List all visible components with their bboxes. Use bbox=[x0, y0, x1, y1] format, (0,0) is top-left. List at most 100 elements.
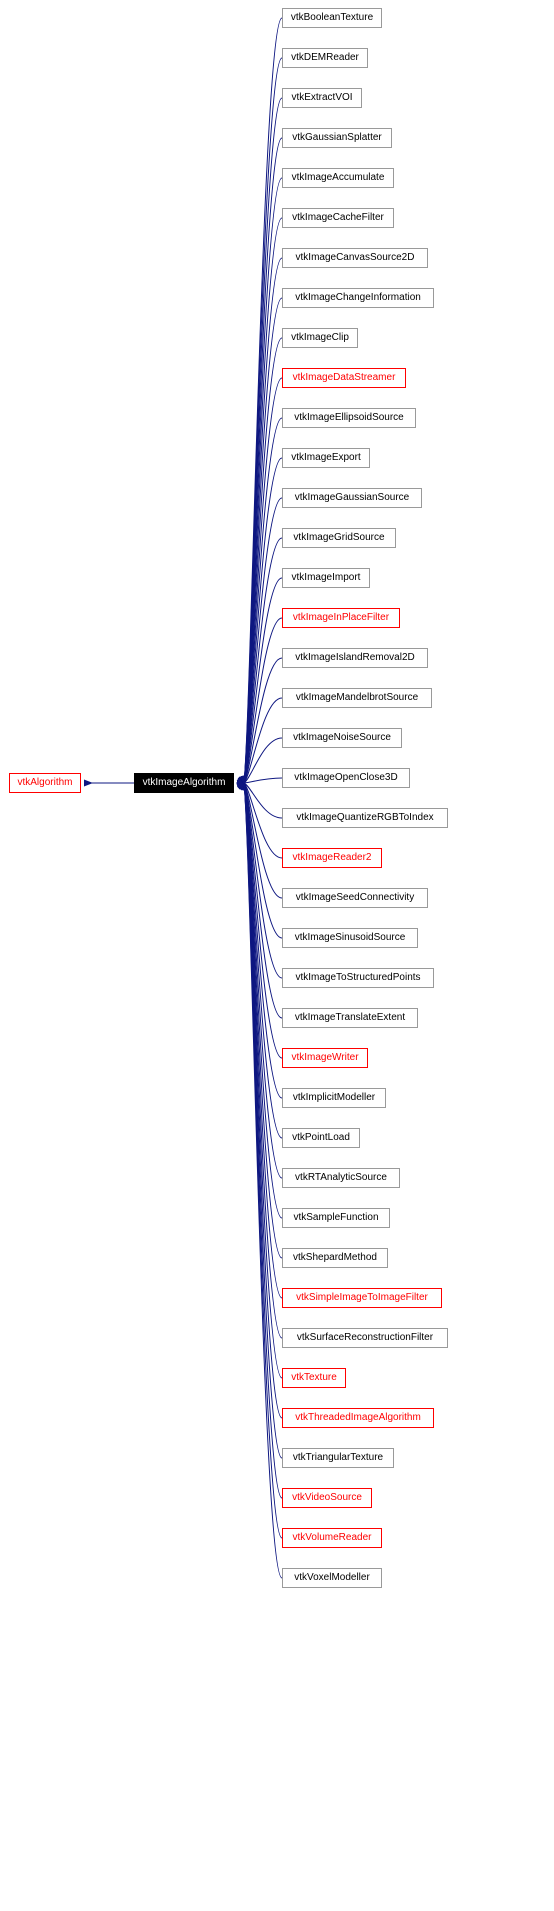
edge-vtkImageMandelbrotSource-to-vtkImageAlgorithm bbox=[244, 698, 282, 783]
node-vtkThreadedImageAlgorithm[interactable]: vtkThreadedImageAlgorithm bbox=[282, 1408, 434, 1428]
edge-vtkImageClip-to-vtkImageAlgorithm bbox=[244, 338, 282, 783]
node-vtkImageInPlaceFilter[interactable]: vtkImageInPlaceFilter bbox=[282, 608, 400, 628]
node-label: vtkImageChangeInformation bbox=[295, 292, 421, 303]
node-vtkSampleFunction[interactable]: vtkSampleFunction bbox=[282, 1208, 390, 1228]
node-vtkTexture[interactable]: vtkTexture bbox=[282, 1368, 346, 1388]
edge-vtkImageToStructuredPoints-to-vtkImageAlgorithm bbox=[244, 783, 282, 978]
node-label: vtkVideoSource bbox=[292, 1492, 362, 1503]
node-label: vtkImageTranslateExtent bbox=[295, 1012, 405, 1023]
node-vtkImageWriter[interactable]: vtkImageWriter bbox=[282, 1048, 368, 1068]
node-label: vtkImageMandelbrotSource bbox=[296, 692, 418, 703]
edge-layer bbox=[0, 0, 554, 1911]
node-label: vtkImageToStructuredPoints bbox=[295, 972, 420, 983]
node-vtkImageExport[interactable]: vtkImageExport bbox=[282, 448, 370, 468]
node-vtkImageOpenClose3D[interactable]: vtkImageOpenClose3D bbox=[282, 768, 410, 788]
node-vtkPointLoad[interactable]: vtkPointLoad bbox=[282, 1128, 360, 1148]
node-vtkImageMandelbrotSource[interactable]: vtkImageMandelbrotSource bbox=[282, 688, 432, 708]
node-vtkImageQuantizeRGBToIndex[interactable]: vtkImageQuantizeRGBToIndex bbox=[282, 808, 448, 828]
edge-vtkImageChangeInformation-to-vtkImageAlgorithm bbox=[244, 298, 282, 783]
edge-vtkRTAnalyticSource-to-vtkImageAlgorithm bbox=[244, 783, 282, 1178]
edge-vtkThreadedImageAlgorithm-to-vtkImageAlgorithm bbox=[244, 783, 282, 1418]
edge-vtkImplicitModeller-to-vtkImageAlgorithm bbox=[244, 783, 282, 1098]
edge-vtkImageNoiseSource-to-vtkImageAlgorithm bbox=[244, 738, 282, 783]
node-vtkImageImport[interactable]: vtkImageImport bbox=[282, 568, 370, 588]
node-label: vtkImageIslandRemoval2D bbox=[295, 652, 415, 663]
edge-vtkGaussianSplatter-to-vtkImageAlgorithm bbox=[244, 138, 282, 783]
node-vtkRTAnalyticSource[interactable]: vtkRTAnalyticSource bbox=[282, 1168, 400, 1188]
node-vtkImageToStructuredPoints[interactable]: vtkImageToStructuredPoints bbox=[282, 968, 434, 988]
edge-vtkImageInPlaceFilter-to-vtkImageAlgorithm bbox=[244, 618, 282, 783]
node-label: vtkImageOpenClose3D bbox=[294, 772, 397, 783]
node-label: vtkSurfaceReconstructionFilter bbox=[297, 1332, 433, 1343]
node-vtkGaussianSplatter[interactable]: vtkGaussianSplatter bbox=[282, 128, 392, 148]
node-vtkAlgorithm[interactable]: vtkAlgorithm bbox=[9, 773, 81, 793]
edge-vtkPointLoad-to-vtkImageAlgorithm bbox=[244, 783, 282, 1138]
edge-vtkImageAccumulate-to-vtkImageAlgorithm bbox=[244, 178, 282, 783]
node-label: vtkImageNoiseSource bbox=[293, 732, 391, 743]
node-vtkImageAlgorithm[interactable]: vtkImageAlgorithm bbox=[134, 773, 234, 793]
node-vtkVideoSource[interactable]: vtkVideoSource bbox=[282, 1488, 372, 1508]
node-label: vtkImageSinusoidSource bbox=[295, 932, 406, 943]
edge-vtkImageDataStreamer-to-vtkImageAlgorithm bbox=[244, 378, 282, 783]
node-label: vtkImageExport bbox=[291, 452, 360, 463]
edge-vtkExtractVOI-to-vtkImageAlgorithm bbox=[244, 98, 282, 783]
node-vtkImageClip[interactable]: vtkImageClip bbox=[282, 328, 358, 348]
node-vtkSimpleImageToImageFilter[interactable]: vtkSimpleImageToImageFilter bbox=[282, 1288, 442, 1308]
edge-vtkVolumeReader-to-vtkImageAlgorithm bbox=[244, 783, 282, 1538]
node-label: vtkExtractVOI bbox=[291, 92, 352, 103]
node-label: vtkSimpleImageToImageFilter bbox=[296, 1292, 428, 1303]
node-vtkTriangularTexture[interactable]: vtkTriangularTexture bbox=[282, 1448, 394, 1468]
node-label: vtkImageGaussianSource bbox=[295, 492, 410, 503]
node-vtkImageIslandRemoval2D[interactable]: vtkImageIslandRemoval2D bbox=[282, 648, 428, 668]
node-vtkImageReader2[interactable]: vtkImageReader2 bbox=[282, 848, 382, 868]
node-vtkExtractVOI[interactable]: vtkExtractVOI bbox=[282, 88, 362, 108]
node-label: vtkImageSeedConnectivity bbox=[296, 892, 414, 903]
node-label: vtkImageInPlaceFilter bbox=[293, 612, 389, 623]
inheritance-diagram: vtkImageAlgorithm vtkAlgorithm vtkBooleanT… bbox=[0, 0, 554, 1911]
node-label: vtkImageCanvasSource2D bbox=[296, 252, 415, 263]
node-vtkImplicitModeller[interactable]: vtkImplicitModeller bbox=[282, 1088, 386, 1108]
node-vtkImageCacheFilter[interactable]: vtkImageCacheFilter bbox=[282, 208, 394, 228]
node-vtkImageDataStreamer[interactable]: vtkImageDataStreamer bbox=[282, 368, 406, 388]
node-label: vtkVoxelModeller bbox=[294, 1572, 370, 1583]
edge-vtkTriangularTexture-to-vtkImageAlgorithm bbox=[244, 783, 282, 1458]
node-vtkImageEllipsoidSource[interactable]: vtkImageEllipsoidSource bbox=[282, 408, 416, 428]
edge-vtkImageOpenClose3D-to-vtkImageAlgorithm bbox=[244, 778, 282, 783]
edge-vtkImageCacheFilter-to-vtkImageAlgorithm bbox=[244, 218, 282, 783]
node-vtkSurfaceReconstructionFilter[interactable]: vtkSurfaceReconstructionFilter bbox=[282, 1328, 448, 1348]
edge-vtkSimpleImageToImageFilter-to-vtkImageAlgorithm bbox=[244, 783, 282, 1298]
edge-vtkImageTranslateExtent-to-vtkImageAlgorithm bbox=[244, 783, 282, 1018]
node-vtkImageTranslateExtent[interactable]: vtkImageTranslateExtent bbox=[282, 1008, 418, 1028]
node-vtkImageCanvasSource2D[interactable]: vtkImageCanvasSource2D bbox=[282, 248, 428, 268]
node-vtkImageGaussianSource[interactable]: vtkImageGaussianSource bbox=[282, 488, 422, 508]
edge-vtkVideoSource-to-vtkImageAlgorithm bbox=[244, 783, 282, 1498]
node-vtkImageNoiseSource[interactable]: vtkImageNoiseSource bbox=[282, 728, 402, 748]
node-vtkImageGridSource[interactable]: vtkImageGridSource bbox=[282, 528, 396, 548]
node-label: vtkImageGridSource bbox=[293, 532, 384, 543]
node-label: vtkPointLoad bbox=[292, 1132, 350, 1143]
node-vtkBooleanTexture[interactable]: vtkBooleanTexture bbox=[282, 8, 382, 28]
node-label: vtkImageReader2 bbox=[293, 852, 372, 863]
node-label: vtkGaussianSplatter bbox=[292, 132, 382, 143]
edge-vtkImageEllipsoidSource-to-vtkImageAlgorithm bbox=[244, 418, 282, 783]
node-label: vtkImageEllipsoidSource bbox=[294, 412, 404, 423]
node-label: vtkShepardMethod bbox=[293, 1252, 377, 1263]
node-vtkImageSinusoidSource[interactable]: vtkImageSinusoidSource bbox=[282, 928, 418, 948]
node-label: vtkThreadedImageAlgorithm bbox=[295, 1412, 421, 1423]
node-vtkImageChangeInformation[interactable]: vtkImageChangeInformation bbox=[282, 288, 434, 308]
edge-vtkSurfaceReconstructionFilter-to-vtkImageAlgorithm bbox=[244, 783, 282, 1338]
node-vtkVoxelModeller[interactable]: vtkVoxelModeller bbox=[282, 1568, 382, 1588]
node-vtkDEMReader[interactable]: vtkDEMReader bbox=[282, 48, 368, 68]
node-label: vtkImageAccumulate bbox=[292, 172, 385, 183]
node-vtkImageSeedConnectivity[interactable]: vtkImageSeedConnectivity bbox=[282, 888, 428, 908]
node-vtkImageAccumulate[interactable]: vtkImageAccumulate bbox=[282, 168, 394, 188]
node-label: vtkAlgorithm bbox=[17, 777, 72, 788]
node-label: vtkImageAlgorithm bbox=[143, 777, 226, 788]
edge-vtkBooleanTexture-to-vtkImageAlgorithm bbox=[244, 18, 282, 783]
node-vtkVolumeReader[interactable]: vtkVolumeReader bbox=[282, 1528, 382, 1548]
node-label: vtkSampleFunction bbox=[293, 1212, 378, 1223]
node-vtkShepardMethod[interactable]: vtkShepardMethod bbox=[282, 1248, 388, 1268]
node-label: vtkImageWriter bbox=[291, 1052, 358, 1063]
edge-vtkDEMReader-to-vtkImageAlgorithm bbox=[244, 58, 282, 783]
edge-vtkImageImport-to-vtkImageAlgorithm bbox=[244, 578, 282, 783]
